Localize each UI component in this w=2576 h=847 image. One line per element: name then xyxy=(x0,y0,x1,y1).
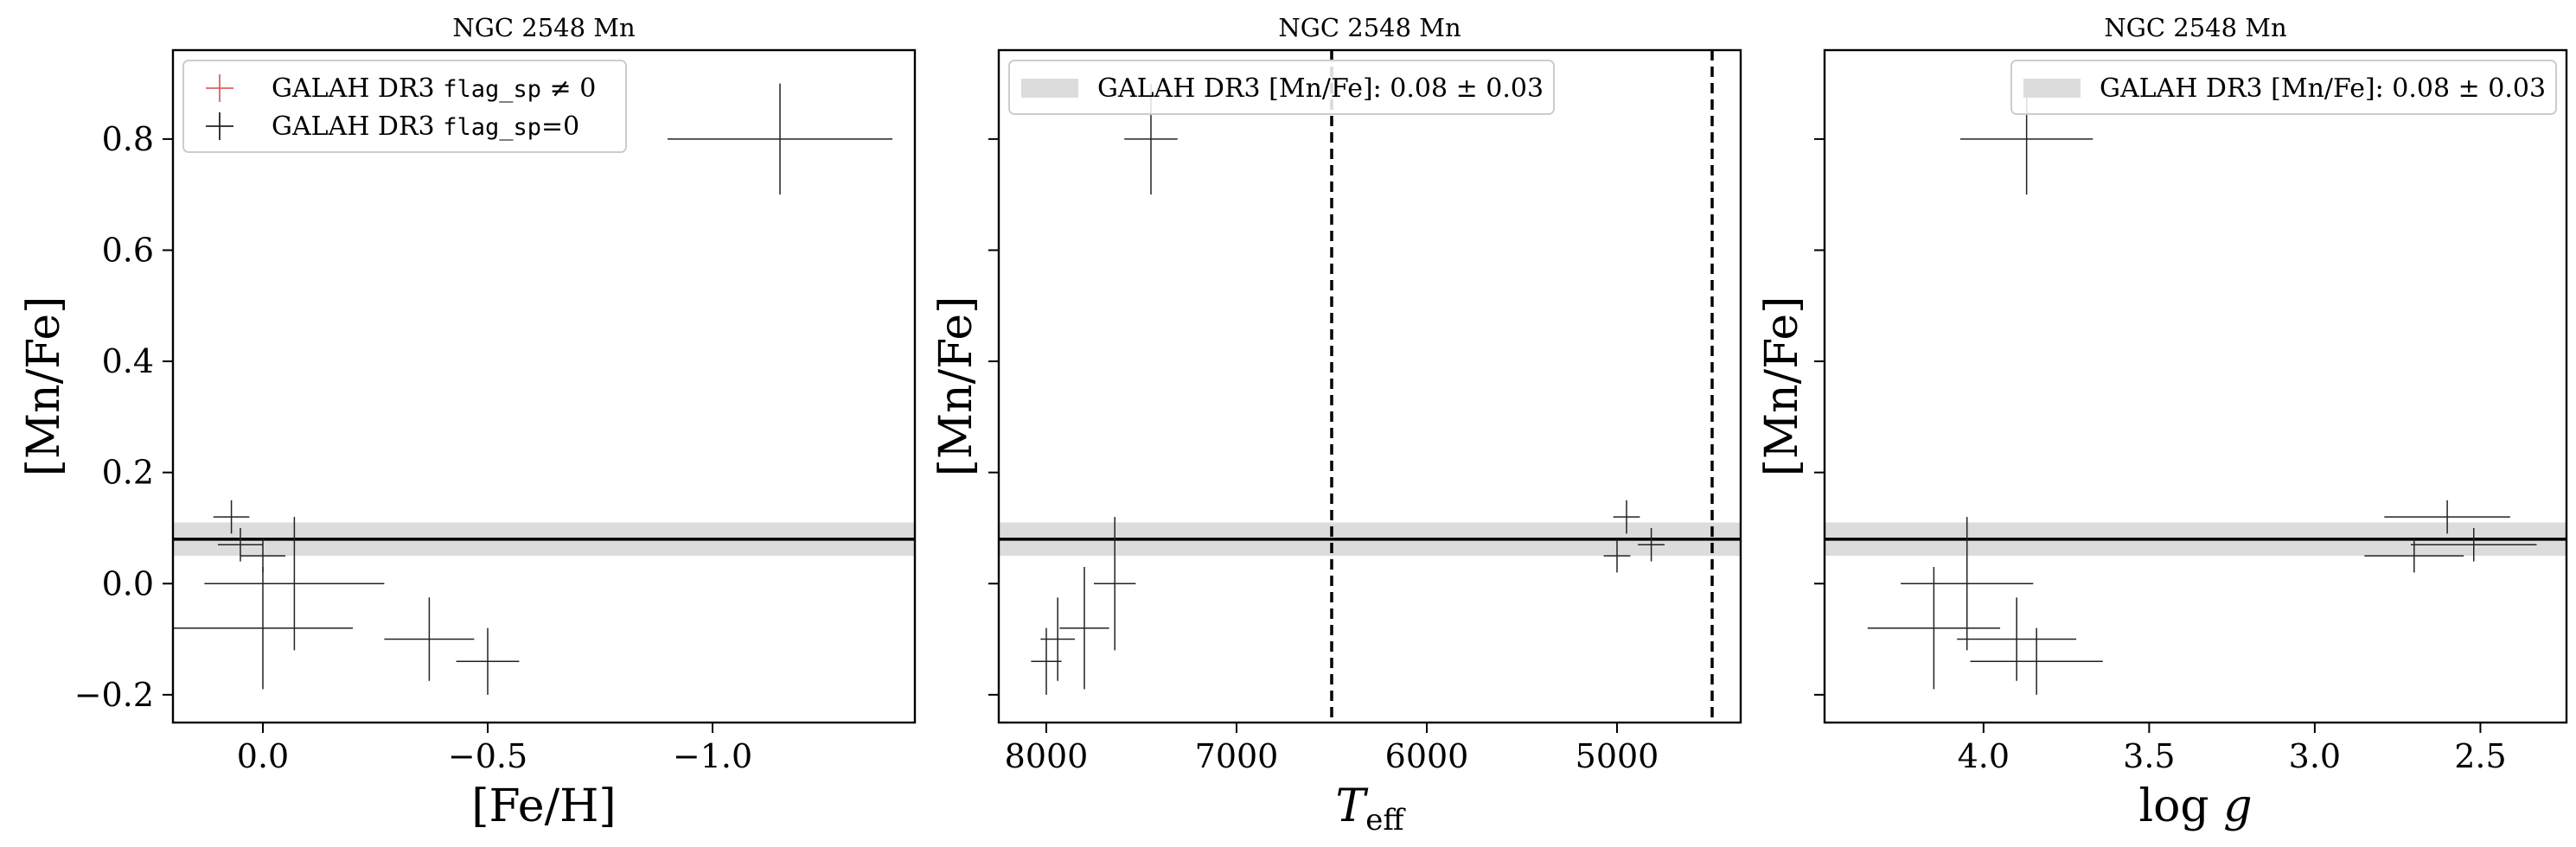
x-tick-label: 2.5 xyxy=(2454,737,2506,775)
plot-area xyxy=(173,83,915,695)
data-point xyxy=(213,500,250,534)
data-point xyxy=(668,83,892,195)
y-tick-label: 0.6 xyxy=(102,231,154,269)
y-axis-label: [Mn/Fe] xyxy=(1756,296,1808,477)
x-axis-label: [Fe/H] xyxy=(471,780,616,832)
data-point xyxy=(1094,517,1136,651)
data-point xyxy=(384,597,475,681)
data-point xyxy=(173,566,353,690)
x-tick-label: 3.0 xyxy=(2289,737,2341,775)
legend-label: GALAH DR3 [Mn/Fe]: 0.08 ± 0.03 xyxy=(1097,73,1544,104)
data-point xyxy=(1613,500,1640,534)
legend: GALAH DR3 flag_sp ≠ 0 GALAH DR3 flag_sp=0 xyxy=(182,60,627,153)
legend: GALAH DR3 [Mn/Fe]: 0.08 ± 0.03 xyxy=(1008,60,1555,115)
x-axis-label: Teff xyxy=(1336,780,1407,837)
axes-frame xyxy=(171,48,917,724)
panel-3: 4.0 3.5 3.0 2.5 NGC 2548 Mn [Mn/Fe] log g GALAH… xyxy=(1756,13,2568,832)
x-axis-label: log g xyxy=(2138,780,2252,832)
x-tick-label: 3.5 xyxy=(2123,737,2175,775)
data-point xyxy=(2410,527,2537,562)
legend-box xyxy=(1008,60,1555,115)
legend-band-swatch xyxy=(2023,79,2081,98)
data-point xyxy=(1638,527,1665,562)
axes-frame xyxy=(1823,48,2568,724)
data-point xyxy=(1059,566,1109,690)
x-tick-label: −0.5 xyxy=(448,737,527,775)
plot-area xyxy=(1825,83,2566,695)
y-tick-label: −0.2 xyxy=(74,676,154,714)
x-tick-label: 4.0 xyxy=(1958,737,2010,775)
y-tick-label: 0.8 xyxy=(102,120,154,158)
x-tick-label: 6000 xyxy=(1385,737,1469,775)
data-point xyxy=(2384,500,2510,534)
data-point xyxy=(1867,566,2001,690)
panel-1: 0.0 −0.5 −1.0 −0.2 0.0 0.2 0.4 0.6 0.8 NGC 2548 M… xyxy=(18,13,917,832)
axes-frame xyxy=(997,48,1742,724)
x-tick-label: 7000 xyxy=(1195,737,1279,775)
data-point xyxy=(1957,597,2077,681)
panel-title: NGC 2548 Mn xyxy=(1278,13,1461,42)
x-tick-label: 5000 xyxy=(1576,737,1659,775)
panel-2: 8000 7000 6000 5000 NGC 2548 Mn [Mn/Fe] Teff GA… xyxy=(930,13,1742,837)
panel-title: NGC 2548 Mn xyxy=(2104,13,2286,42)
data-point xyxy=(1040,597,1075,681)
y-axis-label: [Mn/Fe] xyxy=(18,296,70,477)
legend-label: GALAH DR3 flag_sp ≠ 0 xyxy=(272,73,596,104)
legend-label: GALAH DR3 [Mn/Fe]: 0.08 ± 0.03 xyxy=(2100,73,2546,104)
y-tick-label: 0.4 xyxy=(102,342,154,380)
data-point xyxy=(456,627,520,695)
legend-label: GALAH DR3 flag_sp=0 xyxy=(272,111,579,142)
plot-area xyxy=(999,50,1741,723)
x-tick-label: 8000 xyxy=(1005,737,1089,775)
panel-title: NGC 2548 Mn xyxy=(452,13,635,42)
legend-box xyxy=(182,60,627,153)
data-point xyxy=(1603,538,1631,573)
data-point xyxy=(1031,627,1062,695)
data-point xyxy=(1901,517,2034,651)
legend: GALAH DR3 [Mn/Fe]: 0.08 ± 0.03 xyxy=(2010,60,2557,115)
y-tick-label: 0.2 xyxy=(102,454,154,492)
data-point xyxy=(1970,627,2103,695)
x-tick-label: −1.0 xyxy=(673,737,752,775)
legend-box xyxy=(2010,60,2557,115)
y-axis-label: [Mn/Fe] xyxy=(930,296,982,477)
y-tick-label: 0.0 xyxy=(102,564,154,602)
legend-band-swatch xyxy=(1021,79,1078,98)
x-tick-label: 0.0 xyxy=(237,737,289,775)
